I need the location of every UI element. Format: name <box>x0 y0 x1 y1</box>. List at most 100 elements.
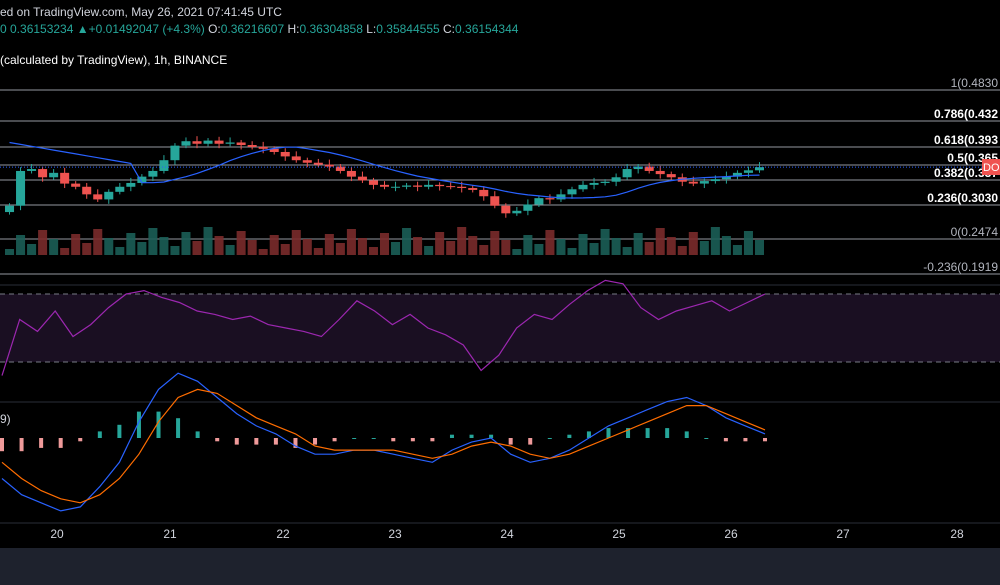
volume-bar <box>523 235 533 255</box>
volume-bar <box>71 234 81 255</box>
macd-histogram-bar <box>371 438 376 439</box>
volume-bar <box>534 244 544 255</box>
close-label: C: <box>443 22 456 36</box>
macd-histogram-bar <box>723 438 728 442</box>
candle-body <box>60 172 70 184</box>
macd-signal-line <box>1 388 766 504</box>
volume-bar <box>357 238 367 255</box>
candle-body <box>611 177 621 182</box>
candle-body <box>446 186 456 188</box>
candle-body <box>82 186 92 195</box>
volume-bar <box>236 231 246 255</box>
macd-histogram-bar <box>352 438 357 439</box>
volume-bar <box>324 234 334 255</box>
volume-bar <box>214 236 224 255</box>
candle-body <box>391 186 401 188</box>
volume-bar <box>313 248 323 255</box>
candle-body <box>181 141 191 146</box>
candle-body <box>435 184 445 187</box>
volume-bar <box>688 232 698 255</box>
candle-body <box>357 176 367 181</box>
candle-body <box>159 160 169 171</box>
macd-histogram-bar <box>704 438 709 439</box>
candle-body <box>556 194 566 200</box>
price-tag-label: DO <box>983 162 1000 174</box>
macd-histogram-bar <box>528 438 533 445</box>
high-value: 0.36304858 <box>299 22 363 36</box>
volume-bar <box>27 244 37 255</box>
macd-histogram-bar <box>0 438 4 452</box>
ohlc-line: 0 0.36153234 ▲+0.01492047 (+4.3%) O:0.36… <box>0 22 518 36</box>
volume-bar <box>346 229 356 255</box>
volume-bar <box>192 241 202 255</box>
open-value: 0.36216607 <box>220 22 285 36</box>
volume-bar <box>424 246 434 255</box>
macd-histogram-bar <box>156 411 161 438</box>
macd-histogram-bar <box>469 434 474 438</box>
volume-bar <box>611 238 621 255</box>
candle-body <box>655 170 665 175</box>
last-price: 0 0.36153234 <box>0 22 74 36</box>
candle-body <box>622 169 632 178</box>
volume-bar <box>545 230 555 255</box>
volume-bar <box>655 228 665 255</box>
macd-histogram-bar <box>567 434 572 438</box>
macd-histogram-bar <box>273 438 278 445</box>
x-tick-label: 26 <box>724 527 738 541</box>
candle-body <box>214 140 224 144</box>
volume-bar <box>490 231 500 255</box>
macd-histogram-bar <box>215 438 220 442</box>
candle-body <box>754 167 764 171</box>
volume-bar <box>479 245 489 255</box>
candle-body <box>512 210 522 214</box>
macd-histogram-bar <box>606 428 611 438</box>
candle-body <box>644 166 654 171</box>
macd-histogram-bar <box>508 438 513 445</box>
volume-bar <box>600 229 610 255</box>
volume-bar <box>743 231 753 255</box>
candle-body <box>743 170 753 173</box>
macd-histogram-bar <box>19 438 24 452</box>
macd-histogram-bar <box>626 428 631 438</box>
candle-body <box>192 141 202 144</box>
candle-body <box>468 188 478 190</box>
candle-body <box>379 184 390 187</box>
volume-bar <box>721 236 731 255</box>
publish-info: ed on TradingView.com, May 26, 2021 07:4… <box>0 5 282 19</box>
volume-bar <box>413 237 423 255</box>
candle-body <box>666 174 676 178</box>
x-tick-label: 24 <box>500 527 514 541</box>
volume-bar <box>699 241 709 255</box>
candle-body <box>545 198 555 200</box>
candle-body <box>148 170 158 177</box>
volume-bar <box>710 227 720 255</box>
candle-body <box>71 183 81 187</box>
x-tick-label: 23 <box>388 527 402 541</box>
volume-bar <box>435 232 445 255</box>
rsi-line <box>1 279 766 376</box>
chart-header-publish: ed on TradingView.com, May 26, 2021 07:4… <box>0 5 282 19</box>
candle-body <box>104 191 114 200</box>
candle-body <box>302 160 312 163</box>
volume-bar <box>622 247 632 255</box>
macd-histogram-bar <box>117 424 122 438</box>
x-tick-label: 22 <box>276 527 290 541</box>
macd-histogram-bar <box>489 434 494 438</box>
x-tick-label: 21 <box>163 527 177 541</box>
x-tick-label: 25 <box>612 527 626 541</box>
volume-bar <box>16 235 26 255</box>
candle-body <box>38 169 48 178</box>
candle-body <box>368 180 378 185</box>
fib-label-0: 0(0.2474 <box>951 225 999 239</box>
candle-body <box>225 142 235 144</box>
volume-bar <box>512 249 522 255</box>
candle-body <box>258 146 268 149</box>
volume-bar <box>732 245 742 255</box>
candle-body <box>269 148 279 152</box>
candle-body <box>413 185 423 187</box>
candle-body <box>49 172 59 178</box>
volume-bar <box>501 240 511 255</box>
candle-body <box>402 185 412 187</box>
volume-bar <box>258 249 268 255</box>
